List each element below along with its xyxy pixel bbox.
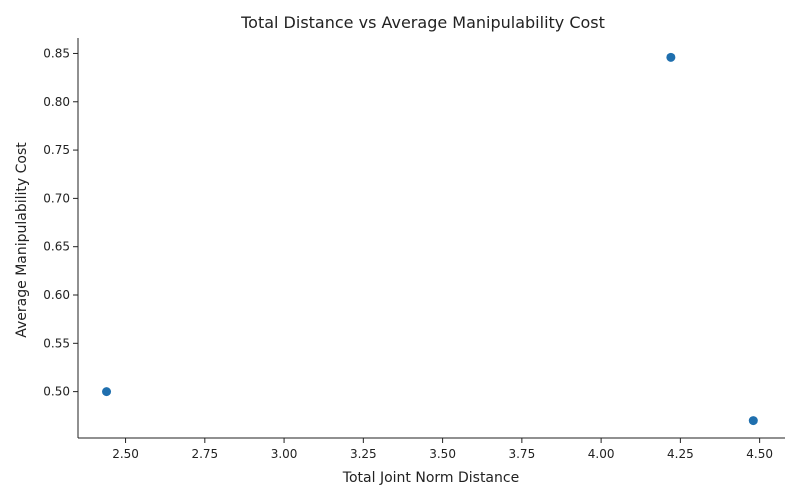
data-point [666,52,676,62]
x-tick-label: 4.25 [667,447,694,461]
x-tick-label: 3.75 [508,447,535,461]
y-tick-label: 0.85 [43,46,70,60]
y-tick-label: 0.75 [43,143,70,157]
y-axis-ticks: 0.50 0.55 0.60 0.65 0.70 0.75 0.80 0.85 [43,46,78,399]
x-tick-label: 4.50 [746,447,773,461]
y-tick-label: 0.80 [43,95,70,109]
x-tick-label: 2.75 [191,447,218,461]
y-tick-label: 0.50 [43,385,70,399]
y-axis-label: Average Manipulability Cost [14,142,30,338]
data-point [102,387,112,397]
x-axis-ticks: 2.50 2.75 3.00 3.25 3.50 3.75 4.00 4.25 4.50 [112,438,773,461]
x-tick-label: 3.50 [429,447,456,461]
y-tick-label: 0.60 [43,288,70,302]
data-points [102,52,758,426]
data-point [748,416,758,426]
x-tick-label: 3.00 [271,447,298,461]
x-axis-label: Total Joint Norm Distance [342,470,519,486]
chart-title: Total Distance vs Average Manipulability… [240,13,605,32]
y-tick-label: 0.70 [43,191,70,205]
y-tick-label: 0.55 [43,336,70,350]
x-tick-label: 4.00 [588,447,615,461]
x-tick-label: 3.25 [350,447,377,461]
y-tick-label: 0.65 [43,240,70,254]
x-tick-label: 2.50 [112,447,139,461]
